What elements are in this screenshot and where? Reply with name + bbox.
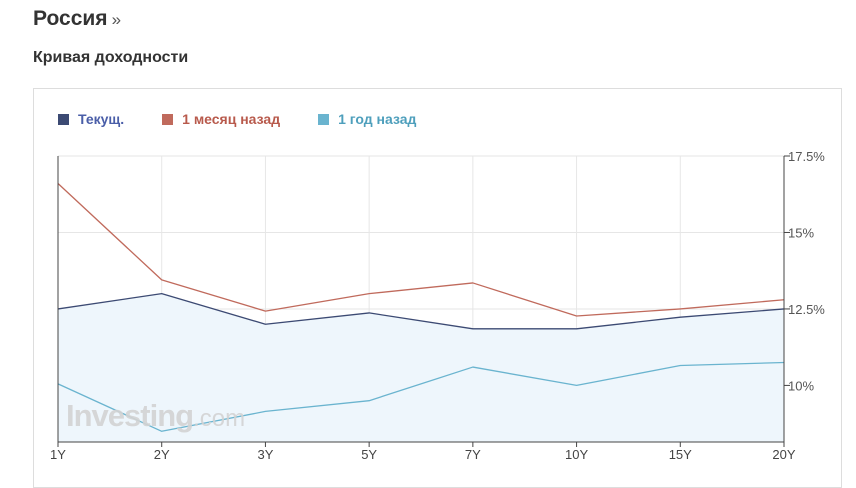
x-tick-label: 5Y: [361, 447, 377, 462]
legend-item-1-month-ago[interactable]: 1 месяц назад: [162, 111, 280, 127]
x-tick-label: 7Y: [465, 447, 481, 462]
x-tick-label: 2Y: [154, 447, 170, 462]
page-title[interactable]: Россия»: [33, 7, 121, 31]
legend-item-1-year-ago[interactable]: 1 год назад: [318, 111, 416, 127]
page-title-text[interactable]: Россия: [33, 7, 108, 30]
legend-label-1-month-ago: 1 месяц назад: [182, 111, 281, 127]
x-tick-label: 10Y: [565, 447, 588, 462]
title-chevron-icon[interactable]: »: [111, 10, 122, 29]
investing-watermark-logo: Investing.com: [66, 398, 246, 433]
yield-curve-chart: 17.5% 15% 12.5% 10% 1Y 2Y 3Y 5Y 7Y 10Y 15Y 20Y: [50, 149, 825, 462]
y-tick-label: 12.5%: [788, 302, 825, 317]
legend-swatch-1-year-ago: [318, 113, 330, 125]
y-tick-label: 17.5%: [788, 149, 825, 164]
y-tick-label: 10%: [788, 378, 814, 393]
legend-item-current[interactable]: Текущ.: [58, 111, 124, 127]
legend-swatch-current: [58, 113, 69, 125]
chart-legend: Текущ. 1 месяц назад 1 год назад: [58, 111, 416, 127]
1-month-ago-series-line: [57, 183, 785, 317]
y-tick-label: 15%: [788, 225, 814, 240]
legend-swatch-1-month-ago: [162, 113, 174, 125]
1-year-ago-series-line: [57, 361, 785, 432]
current-series-line: [57, 292, 785, 330]
legend-label-1-year-ago: 1 год назад: [338, 111, 417, 127]
x-tick-label: 15Y: [669, 447, 692, 462]
x-tick-label: 1Y: [50, 447, 66, 462]
legend-label-current: Текущ.: [78, 111, 125, 127]
x-tick-label: 3Y: [257, 447, 273, 462]
current-series-area: [58, 293, 784, 442]
x-tick-label: 20Y: [772, 447, 795, 462]
chart-subtitle: Кривая доходности: [33, 49, 189, 66]
